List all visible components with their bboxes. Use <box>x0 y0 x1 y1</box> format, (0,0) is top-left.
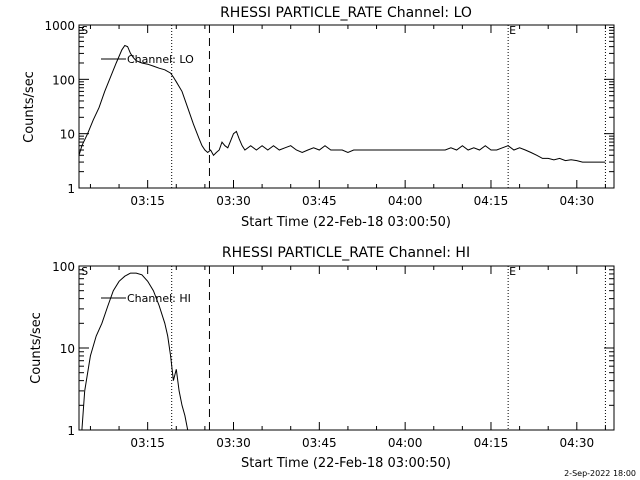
x-tick-label: 04:30 <box>560 436 595 450</box>
legend: Channel: HI <box>101 292 191 305</box>
plot-frame <box>78 24 615 189</box>
x-tick-label: 03:15 <box>130 436 165 450</box>
x-tick-label: 04:00 <box>388 194 423 208</box>
x-tick-label: 04:15 <box>474 436 509 450</box>
y-tick-label: 1 <box>67 182 75 196</box>
x-axis-ticks: 03:15 03:30 03:45 04:00 04:15 04:30 <box>89 25 606 208</box>
y-axis-label: Counts/sec <box>22 71 37 143</box>
legend: Channel: LO <box>101 53 194 66</box>
x-axis-ticks: 03:15 03:30 03:45 04:00 04:15 04:30 <box>89 266 606 450</box>
x-tick-label: 04:00 <box>388 436 423 450</box>
y-tick-label: 1 <box>67 424 75 438</box>
x-tick-label: 04:15 <box>474 194 509 208</box>
y-axis-ticks: 1 10 100 1000 <box>44 19 614 196</box>
y-tick-label: 10 <box>60 342 75 356</box>
x-tick-label: 03:30 <box>216 436 251 450</box>
series-layer <box>81 272 189 431</box>
y-tick-label: 100 <box>52 260 75 274</box>
chart-title: RHESSI PARTICLE_RATE Channel: LO <box>220 5 472 21</box>
y-tick-label: 100 <box>52 73 75 87</box>
x-tick-label: 03:30 <box>216 194 251 208</box>
footer-date: 2-Sep-2022 18:00 <box>564 469 636 478</box>
y-tick-label: 10 <box>60 128 75 142</box>
marker-label: E <box>509 24 516 37</box>
x-tick-label: 04:30 <box>560 194 595 208</box>
y-tick-label: 1000 <box>44 19 75 33</box>
x-tick-label: 03:45 <box>302 436 337 450</box>
legend-label: Channel: LO <box>127 53 194 66</box>
x-tick-label: 03:45 <box>302 194 337 208</box>
x-axis-label: Start Time (22-Feb-18 03:00:50) <box>241 456 451 471</box>
marker-label: E <box>509 265 516 278</box>
marker-label: S <box>81 265 88 278</box>
marker-label: S <box>81 24 88 37</box>
x-tick-label: 03:15 <box>130 194 165 208</box>
series-line <box>78 44 606 163</box>
plot-frame <box>78 265 615 431</box>
chart-title: RHESSI PARTICLE_RATE Channel: HI <box>222 245 470 261</box>
legend-label: Channel: HI <box>127 292 191 305</box>
series-layer <box>78 44 606 163</box>
y-axis-ticks: 1 10 100 <box>52 260 614 438</box>
x-axis-label: Start Time (22-Feb-18 03:00:50) <box>241 215 451 230</box>
series-line <box>81 272 189 431</box>
y-axis-label: Counts/sec <box>29 312 44 384</box>
